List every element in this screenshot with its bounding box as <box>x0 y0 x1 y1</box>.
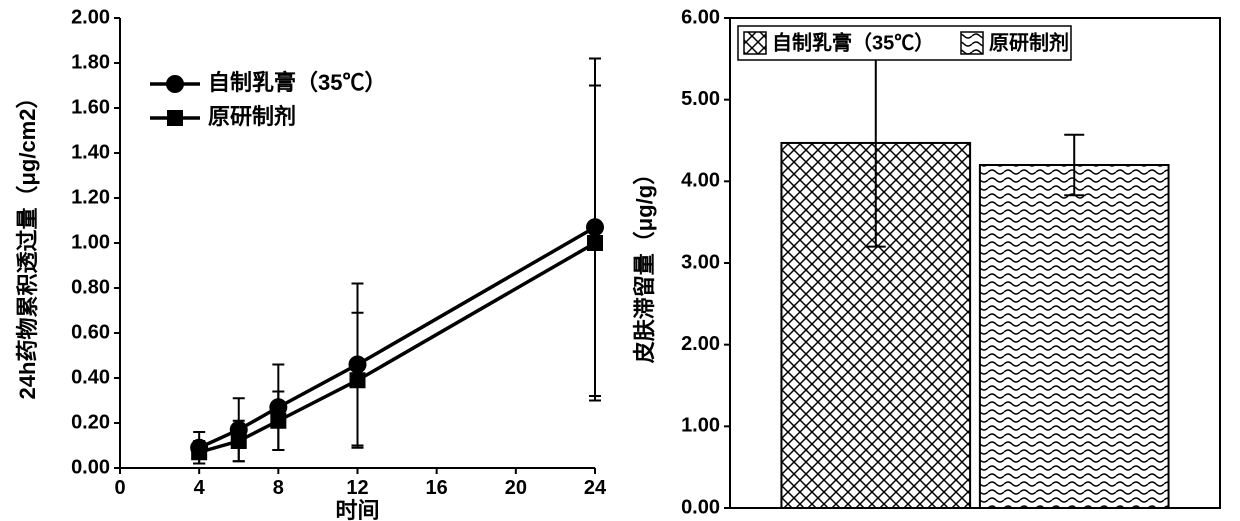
svg-text:12: 12 <box>346 477 368 499</box>
svg-text:1.40: 1.40 <box>71 141 110 163</box>
svg-text:1.00: 1.00 <box>681 415 720 437</box>
svg-text:0.40: 0.40 <box>71 366 110 388</box>
svg-text:16: 16 <box>426 477 448 499</box>
svg-text:24: 24 <box>584 477 607 499</box>
bar-chart-panel: 0.00 1.00 2.00 3.00 4.00 5.00 6.00 皮肤滞留量（μg/g） 自… <box>620 0 1240 521</box>
svg-text:时间: 时间 <box>335 498 379 521</box>
svg-text:0.00: 0.00 <box>71 456 110 478</box>
svg-text:0: 0 <box>114 477 125 499</box>
svg-text:皮肤滞留量（μg/g）: 皮肤滞留量（μg/g） <box>632 163 657 363</box>
svg-text:0.80: 0.80 <box>71 276 110 298</box>
svg-text:0.60: 0.60 <box>71 321 110 343</box>
svg-text:自制乳膏（35℃）: 自制乳膏（35℃） <box>208 70 386 95</box>
svg-text:8: 8 <box>273 477 284 499</box>
svg-text:0.20: 0.20 <box>71 411 110 433</box>
svg-text:1.20: 1.20 <box>71 186 110 208</box>
svg-text:5.00: 5.00 <box>681 88 720 110</box>
svg-text:2.00: 2.00 <box>71 6 110 28</box>
svg-text:1.00: 1.00 <box>71 231 110 253</box>
svg-text:24h药物累积透过量（μg/cm2）: 24h药物累积透过量（μg/cm2） <box>15 87 40 400</box>
svg-text:6.00: 6.00 <box>681 6 720 28</box>
svg-text:20: 20 <box>505 477 527 499</box>
svg-text:0.00: 0.00 <box>681 496 720 518</box>
svg-text:4: 4 <box>194 477 206 499</box>
svg-text:自制乳膏（35℃）: 自制乳膏（35℃） <box>772 31 934 55</box>
svg-text:原研制剂: 原研制剂 <box>208 104 296 129</box>
svg-text:原研制剂: 原研制剂 <box>989 31 1069 55</box>
svg-text:3.00: 3.00 <box>681 251 720 273</box>
svg-text:1.60: 1.60 <box>71 96 110 118</box>
svg-text:2.00: 2.00 <box>681 333 720 355</box>
svg-text:4.00: 4.00 <box>681 170 720 192</box>
line-chart-panel: 0.00 0.20 0.40 0.60 0.80 1.00 1.20 1.40 1.60 1.80… <box>0 0 620 521</box>
svg-text:1.80: 1.80 <box>71 51 110 73</box>
